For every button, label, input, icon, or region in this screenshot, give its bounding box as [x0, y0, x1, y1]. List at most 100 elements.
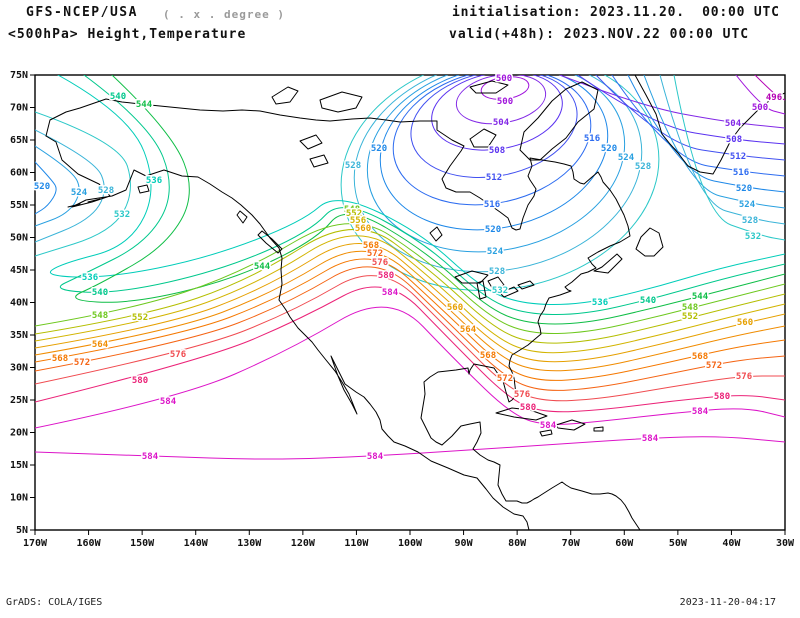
- contour-label: 568: [692, 352, 708, 362]
- contour-516: [392, 75, 592, 206]
- contour-548: [35, 223, 785, 335]
- contour-528: [353, 75, 643, 273]
- coastline-segment: [634, 75, 785, 175]
- contour-568: [35, 258, 785, 381]
- contour-label: 504: [725, 119, 742, 129]
- contour-520: [35, 161, 57, 215]
- coastline-segment: [469, 128, 497, 148]
- contour-label: 512: [486, 173, 502, 183]
- axis-tick-label: 60N: [10, 168, 28, 179]
- axis-tick-label: 60W: [615, 538, 634, 549]
- contour-label: 548: [682, 303, 698, 313]
- contour-label: 580: [520, 403, 536, 413]
- contour-label: 584: [692, 407, 709, 417]
- contour-label: 584: [160, 397, 177, 407]
- axis-tick-label: 140W: [184, 538, 209, 549]
- contour-label: 516: [584, 134, 600, 144]
- contour-496: [754, 75, 785, 101]
- contour-520: [627, 75, 785, 193]
- coastline-segment: [257, 230, 283, 254]
- coastline-segment: [487, 276, 505, 292]
- contour-label: 576: [736, 372, 752, 382]
- coastline-layer: [45, 75, 785, 530]
- contour-508: [431, 75, 563, 151]
- contour-label: 520: [371, 144, 387, 154]
- coastline-segment: [517, 280, 535, 290]
- contour-label: 580: [132, 376, 148, 386]
- coastline-segment: [635, 227, 664, 257]
- contour-512: [410, 75, 578, 179]
- contour-label: 572: [497, 374, 513, 384]
- coastline-segment: [299, 134, 323, 150]
- coastline-segment: [87, 198, 101, 203]
- axis-tick-label: 130W: [237, 538, 262, 549]
- contour-label: 500: [496, 74, 512, 84]
- contour-label: 520: [736, 184, 752, 194]
- model-title: GFS-NCEP/USA: [26, 5, 138, 20]
- contour-label: 584: [142, 452, 159, 462]
- contour-532: [673, 75, 785, 241]
- axis-tick-label: 40N: [10, 298, 28, 309]
- contour-label: 552: [346, 209, 362, 219]
- contour-label: 544: [136, 100, 153, 110]
- axis-tick-label: 110W: [344, 538, 369, 549]
- contour-508: [577, 75, 785, 145]
- contour-540: [60, 75, 785, 316]
- contour-label: 524: [71, 188, 88, 198]
- contour-504: [559, 75, 785, 129]
- axis-tick-label: 20N: [10, 428, 28, 439]
- contour-label: 520: [485, 225, 501, 235]
- contour-label: 580: [714, 392, 730, 402]
- coastline-segment: [555, 419, 586, 431]
- axis-tick-label: 80W: [508, 538, 527, 549]
- init-time: initialisation: 2023.11.20. 00:00 UTC: [452, 5, 780, 20]
- contour-516: [611, 75, 785, 177]
- contour-label: 524: [739, 200, 756, 210]
- contour-layer: [35, 75, 785, 460]
- axis-tick-label: 170W: [23, 538, 48, 549]
- contour-label: 500: [752, 103, 768, 113]
- contour-label: 568: [480, 351, 496, 361]
- coastline-segment: [593, 426, 604, 432]
- contour-524: [643, 75, 785, 209]
- coastline-segment: [309, 154, 329, 168]
- coastline-segment: [454, 270, 489, 284]
- contour-552: [35, 228, 785, 344]
- contour-572: [35, 266, 785, 391]
- contour-label: 532: [745, 232, 761, 242]
- resolution-note: ( . x . degree ): [163, 8, 285, 21]
- contour-label: 524: [618, 153, 635, 163]
- contour-536: [50, 75, 785, 306]
- coastline-segment: [495, 407, 548, 421]
- axis-tick-label: 35N: [10, 330, 28, 341]
- longitude-axis: 170W 160W 150W 140W 130W 120W 110W 100W 90W 80W 70…: [23, 530, 795, 549]
- contour-524: [35, 145, 80, 227]
- axis-tick-label: 25N: [10, 395, 28, 406]
- contour-label-layer: 5005005045085125165205245285325165205245…: [32, 73, 783, 464]
- coastline-segment: [45, 135, 530, 530]
- coastline-segment: [271, 86, 299, 105]
- axis-tick-label: 15N: [10, 460, 28, 471]
- axis-tick-label: 10N: [10, 493, 28, 504]
- contour-label: 528: [489, 267, 505, 277]
- contour-label: 528: [345, 161, 361, 171]
- contour-528: [659, 75, 785, 225]
- axis-tick-label: 50N: [10, 233, 28, 244]
- contour-label: 568: [52, 354, 68, 364]
- contour-label: 552: [132, 313, 148, 323]
- contour-label: 544: [254, 262, 271, 272]
- contour-556: [35, 235, 785, 354]
- contour-500: [735, 75, 785, 115]
- contour-label: 508: [726, 135, 742, 145]
- contour-544: [75, 75, 785, 325]
- contour-label: 528: [635, 162, 651, 172]
- contour-500: [480, 76, 530, 100]
- creation-timestamp: 2023-11-20-04:17: [679, 597, 776, 608]
- valid-time: valid(+48h): 2023.NOV.22 00:00 UTC: [449, 27, 750, 42]
- axis-tick-label: 75N: [10, 70, 28, 81]
- contour-label: 508: [489, 146, 505, 156]
- axis-tick-label: 40W: [722, 538, 741, 549]
- coastline-segment: [137, 184, 150, 194]
